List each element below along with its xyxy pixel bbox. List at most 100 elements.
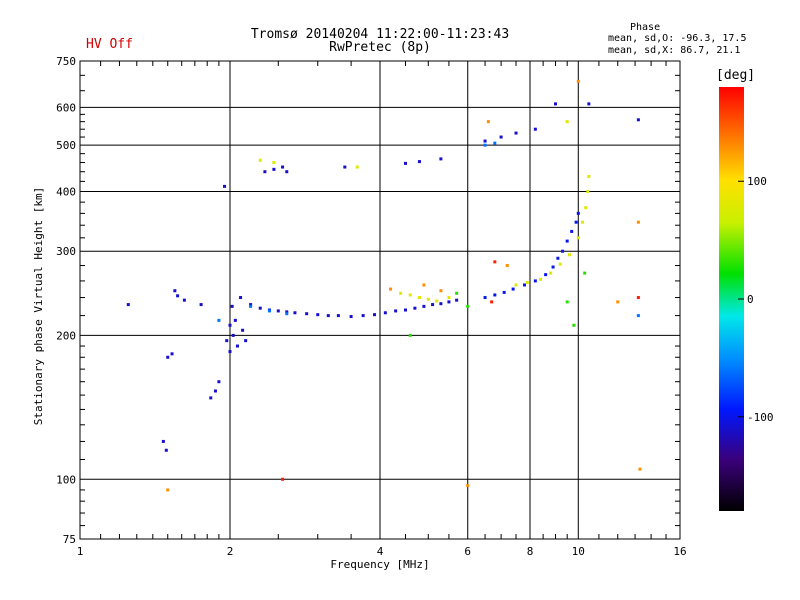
data-point: [636, 118, 640, 122]
data-point: [636, 314, 640, 318]
data-point: [551, 265, 555, 269]
data-point: [466, 304, 470, 308]
data-point: [389, 287, 393, 291]
data-point: [549, 271, 553, 275]
data-point: [570, 229, 574, 233]
data-point: [258, 306, 262, 310]
data-point: [514, 283, 518, 287]
data-point: [544, 273, 548, 277]
data-point: [170, 352, 174, 356]
data-point: [511, 287, 515, 291]
data-point: [241, 328, 245, 332]
x-tick-label: 4: [377, 545, 384, 558]
data-point: [176, 294, 180, 298]
colorbar-unit-label: [deg]: [716, 68, 756, 83]
data-point: [576, 236, 580, 240]
data-point: [505, 264, 509, 268]
x-tick-label: 10: [572, 545, 585, 558]
y-tick-label: 500: [56, 139, 76, 152]
data-point: [173, 289, 177, 293]
data-point: [285, 310, 289, 314]
data-point: [539, 277, 543, 281]
data-point: [217, 318, 221, 322]
data-point: [447, 300, 451, 304]
colorbar-ticks: 100 0 -100: [738, 175, 774, 424]
data-point: [281, 477, 285, 481]
minor-ticks: [80, 61, 680, 539]
data-point: [223, 184, 227, 188]
data-point: [587, 102, 591, 106]
data-point: [249, 304, 253, 308]
data-point: [399, 291, 403, 295]
y-tick-label: 200: [56, 329, 76, 342]
data-point: [239, 296, 243, 300]
data-point: [228, 323, 232, 327]
data-point: [258, 158, 262, 162]
data-point: [567, 253, 571, 257]
data-point: [403, 308, 407, 312]
colorbar-tick-label: 0: [747, 293, 754, 306]
data-point: [490, 300, 494, 304]
stats-heading: Phase: [630, 22, 661, 33]
data-point: [316, 313, 320, 317]
x-tick-label: 16: [673, 545, 686, 558]
x-tick-label: 8: [527, 545, 534, 558]
data-point: [285, 312, 289, 316]
data-point: [343, 165, 347, 169]
y-tick-label: 600: [56, 101, 76, 114]
data-point: [636, 296, 640, 300]
data-point: [182, 298, 186, 302]
data-point: [272, 167, 276, 171]
data-point: [455, 291, 459, 295]
data-points-layer: [126, 79, 642, 492]
data-point: [361, 314, 365, 318]
stats-x-mode: mean, sd,X: 86.7, 21.1: [608, 45, 741, 56]
data-point: [126, 303, 130, 307]
status-indicator: HV Off: [86, 37, 133, 52]
data-point: [493, 293, 497, 297]
data-point: [576, 79, 580, 83]
data-point: [281, 165, 285, 169]
grid-layer: [80, 61, 680, 539]
data-point: [336, 314, 340, 318]
data-point: [249, 303, 253, 307]
data-point: [493, 260, 497, 264]
data-point: [586, 189, 590, 193]
data-point: [483, 143, 487, 147]
data-point: [326, 314, 330, 318]
data-point: [499, 135, 503, 139]
data-point: [583, 271, 587, 275]
data-point: [447, 296, 451, 300]
data-point: [565, 300, 569, 304]
x-tick-label: 2: [227, 545, 234, 558]
colorbar-tick-label: -100: [747, 411, 774, 424]
data-point: [561, 249, 565, 253]
data-point: [373, 313, 377, 317]
data-point: [426, 297, 430, 301]
data-point: [466, 484, 470, 488]
data-point: [486, 120, 490, 124]
data-point: [493, 141, 497, 145]
data-point: [556, 256, 560, 260]
data-point: [435, 299, 439, 303]
data-point: [217, 380, 221, 384]
data-point: [230, 304, 234, 308]
data-point: [166, 355, 170, 359]
x-tick-label: 1: [77, 545, 84, 558]
data-point: [233, 318, 237, 322]
data-point: [161, 439, 165, 443]
data-point: [502, 290, 506, 294]
data-point: [276, 309, 280, 313]
y-tick-label: 750: [56, 55, 76, 68]
data-point: [263, 170, 267, 174]
data-point: [422, 283, 426, 287]
data-point: [166, 488, 170, 492]
data-point: [225, 339, 229, 343]
data-point: [455, 298, 459, 302]
data-point: [403, 161, 407, 165]
chart-title-line2: RwPretec (8p): [329, 40, 431, 55]
data-point: [394, 309, 398, 313]
data-point: [209, 396, 213, 400]
data-point: [558, 262, 562, 266]
